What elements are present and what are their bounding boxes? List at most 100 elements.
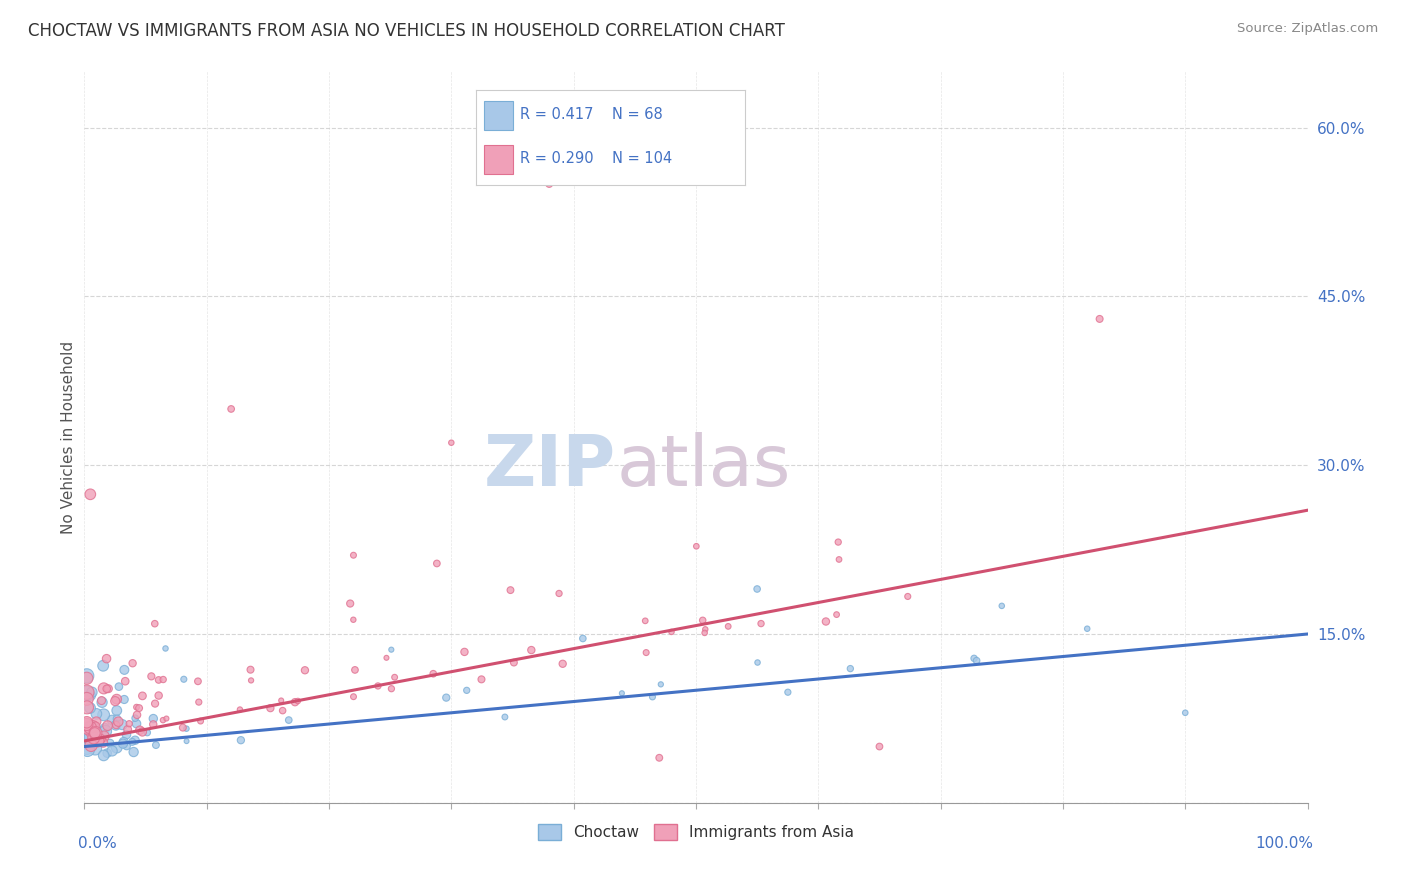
Point [121, 735, 143, 749]
Point [239, 663, 262, 677]
Text: atlas: atlas [616, 432, 790, 500]
Point [79, 701, 101, 715]
Point [79, 730, 101, 744]
Point [240, 673, 263, 688]
Point [84, 722, 107, 736]
Point [434, 690, 457, 705]
Point [287, 694, 309, 708]
Point [648, 143, 671, 157]
Point [380, 681, 402, 696]
Point [277, 713, 299, 727]
Point [96, 651, 118, 665]
Point [219, 401, 242, 416]
Point [551, 657, 574, 671]
Point [98, 736, 121, 750]
Point [94, 724, 117, 739]
Point [610, 686, 633, 700]
Point [94, 721, 117, 735]
Point [453, 645, 475, 659]
Point [187, 695, 209, 709]
Point [115, 728, 138, 742]
Point [125, 716, 148, 731]
Point [825, 607, 848, 622]
Point [84, 726, 107, 740]
Point [76, 717, 98, 731]
Point [111, 737, 134, 751]
Point [142, 717, 165, 731]
Point [112, 692, 135, 706]
Point [187, 674, 209, 689]
Point [125, 707, 148, 722]
Point [1088, 312, 1111, 326]
Point [636, 646, 658, 660]
Point [692, 613, 714, 627]
Point [105, 740, 128, 755]
Point [685, 539, 707, 553]
Point [342, 613, 364, 627]
Point [80, 731, 103, 745]
Point [426, 557, 449, 571]
Point [111, 717, 134, 731]
Point [259, 701, 281, 715]
Point [131, 725, 153, 739]
Point [112, 735, 135, 749]
Point [89, 731, 111, 746]
Point [76, 686, 98, 700]
Point [86, 706, 108, 721]
Point [963, 651, 986, 665]
Point [572, 632, 595, 646]
Point [148, 689, 170, 703]
Point [284, 695, 307, 709]
Point [339, 597, 361, 611]
Point [84, 726, 107, 740]
Point [229, 733, 252, 747]
Point [229, 702, 252, 716]
Point [76, 717, 98, 731]
Point [76, 730, 98, 744]
Point [125, 700, 148, 714]
Point [105, 718, 128, 732]
Point [814, 615, 837, 629]
Point [76, 721, 98, 735]
Point [79, 689, 101, 703]
Point [380, 642, 402, 657]
Point [776, 685, 799, 699]
Point [90, 693, 112, 707]
Point [747, 582, 769, 596]
Point [520, 643, 543, 657]
Point [827, 535, 849, 549]
Point [343, 663, 366, 677]
Point [141, 669, 163, 683]
Text: Source: ZipAtlas.com: Source: ZipAtlas.com [1237, 22, 1378, 36]
Point [80, 723, 103, 738]
Point [112, 663, 135, 677]
Point [176, 722, 198, 736]
Point [294, 663, 316, 677]
Point [76, 729, 98, 743]
Point [128, 723, 150, 738]
Point [76, 685, 98, 699]
Point [115, 739, 138, 753]
Point [83, 733, 105, 747]
Point [145, 738, 167, 752]
Point [375, 650, 398, 665]
Point [104, 694, 127, 708]
Point [494, 710, 516, 724]
Point [503, 656, 526, 670]
Point [105, 704, 128, 718]
Point [422, 666, 444, 681]
Point [101, 713, 124, 727]
Point [84, 719, 107, 733]
Point [641, 690, 664, 704]
Point [117, 723, 139, 737]
Point [128, 701, 150, 715]
Point [104, 718, 127, 732]
Point [693, 626, 716, 640]
Point [548, 586, 571, 600]
Point [93, 707, 115, 722]
Point [79, 487, 101, 501]
Point [190, 714, 212, 728]
Point [966, 654, 988, 668]
Point [76, 692, 98, 706]
Point [869, 739, 891, 754]
